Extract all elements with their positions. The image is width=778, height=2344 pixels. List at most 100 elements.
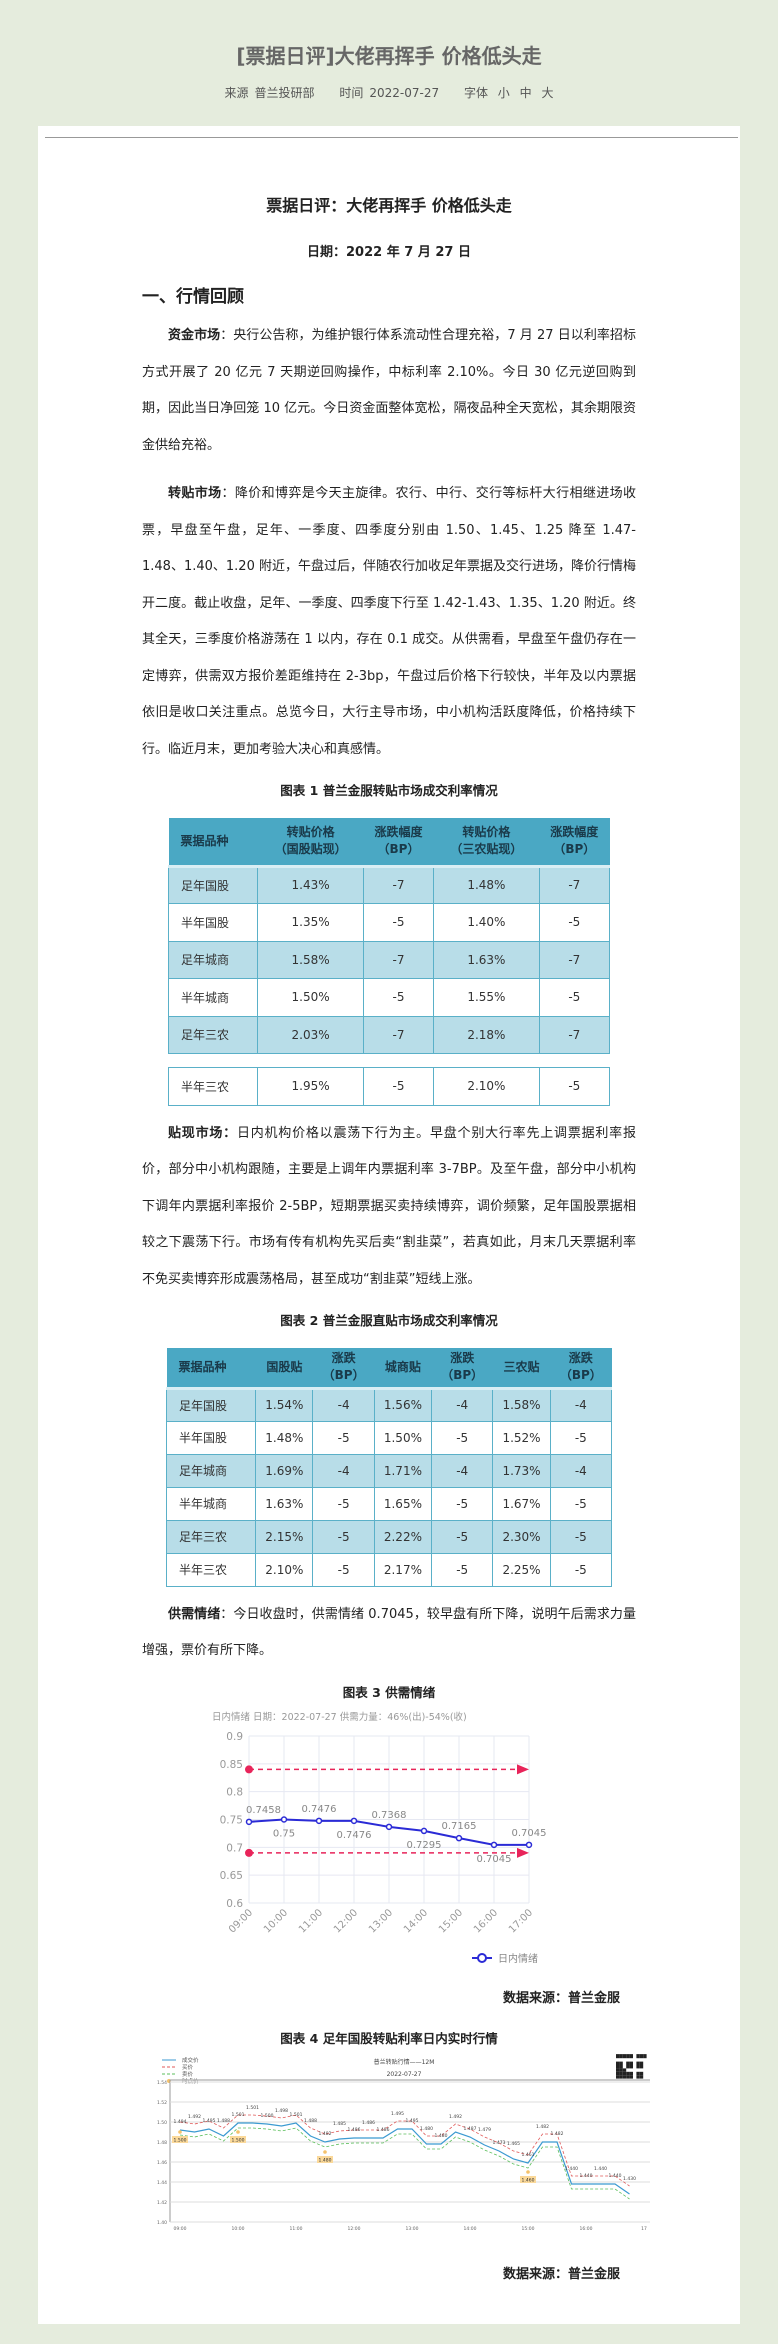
x-tick-label: 17:00 [507, 1907, 535, 1935]
header-text: （国股贴现） [274, 842, 347, 857]
table-cell: 半年三农 [167, 1067, 259, 1106]
font-size-label: 字体 [463, 86, 488, 100]
header-text: （BP） [322, 1368, 365, 1383]
data-label: 1.492 [188, 2114, 201, 2120]
table-cell: 半年城商 [167, 978, 259, 1017]
data-label: 1.473 [493, 2140, 506, 2146]
data-label: 0.7045 [512, 1827, 547, 1838]
data-label: 0.7368 [372, 1809, 407, 1820]
y-tick-label: 1.46 [157, 2160, 167, 2166]
table-cell: 足年城商 [165, 1453, 257, 1488]
font-large-link[interactable]: 大 [541, 86, 554, 100]
header-text: 票据品种 [178, 1359, 227, 1374]
table-cell: 2.30% [492, 1519, 551, 1554]
table-cell: -5 [431, 1519, 494, 1554]
table-cell: 1.73% [492, 1453, 551, 1488]
table-cell: -7 [362, 940, 435, 979]
table-cell: -5 [312, 1519, 375, 1554]
table-cell: 1.35% [257, 903, 364, 942]
font-small-link[interactable]: 小 [497, 86, 510, 100]
header-text: 国股贴 [266, 1359, 303, 1374]
table-row: 足年三农 2.03% -7 2.18% -7 [167, 1015, 611, 1054]
spot-price-label: 1.480 [319, 2157, 332, 2163]
y-tick-label: 1.40 [157, 2220, 167, 2226]
font-medium-link[interactable]: 中 [519, 86, 532, 100]
header-text: 涨跌幅度 [374, 825, 423, 840]
time-value: 2022-07-27 [369, 86, 440, 100]
table-cell: -7 [538, 1015, 611, 1054]
data-label: 1.482 [536, 2124, 549, 2130]
x-tick-label: 09:00 [174, 2226, 187, 2232]
table-cell: -5 [312, 1552, 375, 1587]
x-tick-label: 10:00 [262, 1907, 290, 1935]
header-text: 涨跌 [568, 1351, 593, 1366]
table-cell: 1.56% [373, 1387, 433, 1422]
data-point [420, 1827, 428, 1834]
article-meta: 来源 普兰投研部 时间 2022-07-27 字体 小 中 大 [0, 84, 778, 101]
column-header: 城商贴 [374, 1348, 432, 1390]
table-cell: 1.50% [257, 978, 364, 1017]
x-tick-label: 16:00 [472, 1907, 500, 1935]
column-header: 三农贴 [492, 1348, 551, 1390]
x-tick-label: 13:00 [367, 1907, 395, 1935]
legend-marker [477, 1952, 487, 1963]
spot-price-label: 1.500 [174, 2137, 187, 2143]
data-point [280, 1815, 288, 1823]
x-tick-label: 14:00 [402, 1907, 430, 1935]
reference-arrow [517, 1847, 529, 1858]
table-row: 足年城商 1.69% -4 1.71% -4 1.73% -4 [165, 1453, 613, 1488]
table-cell: -7 [362, 1015, 435, 1054]
table-cell: 1.95% [257, 1067, 364, 1106]
section-heading: 一、行情回顾 [142, 287, 244, 307]
y-tick-label: 0.65 [220, 1870, 243, 1882]
legend-label: 买价 [182, 2063, 194, 2071]
column-header: 涨跌 （BP） [550, 1348, 612, 1390]
table-cell: 2.10% [255, 1552, 314, 1587]
table-cell: -5 [549, 1486, 613, 1521]
table-cell: 1.40% [433, 903, 540, 942]
column-header: 涨跌幅度 （BP） [363, 818, 434, 868]
column-header: 涨跌幅度 （BP） [539, 818, 610, 868]
table-row: 半年国股 1.35% -5 1.40% -5 [167, 903, 611, 942]
spot-price-badge [520, 2175, 536, 2183]
paragraph-text: 日内机构价格以震荡下行为主。早盘个别大行率先上调票据利率报价，部分中小机构跟随，… [142, 1125, 636, 1287]
buy-price-line [179, 2114, 630, 2186]
sentiment-chart: 日内情绪 日期：2022-07-27 供需力量：46%(出)-54%(收) 0.6… [212, 1711, 547, 1965]
x-tick-label: 09:00 [227, 1907, 255, 1935]
data-label: 0.7476 [337, 1829, 372, 1840]
x-tick-label: 13:00 [406, 2226, 419, 2232]
table-cell: 1.63% [433, 940, 540, 979]
table-cell: -7 [538, 940, 611, 979]
data-point [315, 1817, 323, 1824]
spot-price-badge [317, 2155, 333, 2163]
trade-price-line [179, 2121, 630, 2194]
paragraph-text: ：降价和博弈是今天主旋律。农行、中行、交行等标杆大行相继进场收票，早盘至午盘，足… [142, 486, 636, 757]
table-cell: 足年三农 [167, 1015, 259, 1054]
header-text: 城商贴 [384, 1359, 421, 1374]
legend-label: 时点价 [182, 2077, 199, 2085]
table-rediscount-rates: 票据品种 转贴价格 （国股贴现） 涨跌幅度 （BP） 转贴价格 （三农贴现） 涨跌幅度 （BP）… [167, 818, 611, 1106]
chart-background [150, 2053, 650, 2254]
qr-code-icon [616, 2053, 647, 2079]
data-label: 1.488 [217, 2118, 230, 2124]
data-source: 数据来源：普兰金服 [502, 1990, 620, 2006]
table-cell: 2.17% [373, 1552, 433, 1587]
chart3-caption: 图表 3 供需情绪 [342, 1684, 436, 1700]
data-label: 1.486 [377, 2127, 390, 2133]
spot-price-marker [236, 2129, 240, 2134]
column-header: 涨跌 （BP） [431, 1348, 493, 1390]
table-cell: 足年三农 [165, 1519, 257, 1554]
data-point [245, 1818, 253, 1825]
data-label: 1.486 [362, 2120, 375, 2126]
table-cell: 半年城商 [165, 1486, 257, 1521]
header-text: 转贴价格 [286, 825, 335, 840]
spot-price-badge [172, 2135, 188, 2143]
data-label: 1.498 [275, 2108, 288, 2114]
data-label: 1.440 [565, 2166, 578, 2172]
data-label: 1.487 [464, 2126, 477, 2132]
data-label: 1.440 [609, 2173, 622, 2179]
x-tick-label: 15:00 [437, 1907, 465, 1935]
y-tick-label: 0.85 [220, 1758, 243, 1770]
table2-caption: 图表 2 普兰金服直贴市场成交利率情况 [280, 1313, 498, 1328]
paragraph-sentiment: 供需情绪：今日收盘时，供需情绪 0.7045，较早盘有所下降，说明午后需求力量增… [142, 1597, 636, 1670]
